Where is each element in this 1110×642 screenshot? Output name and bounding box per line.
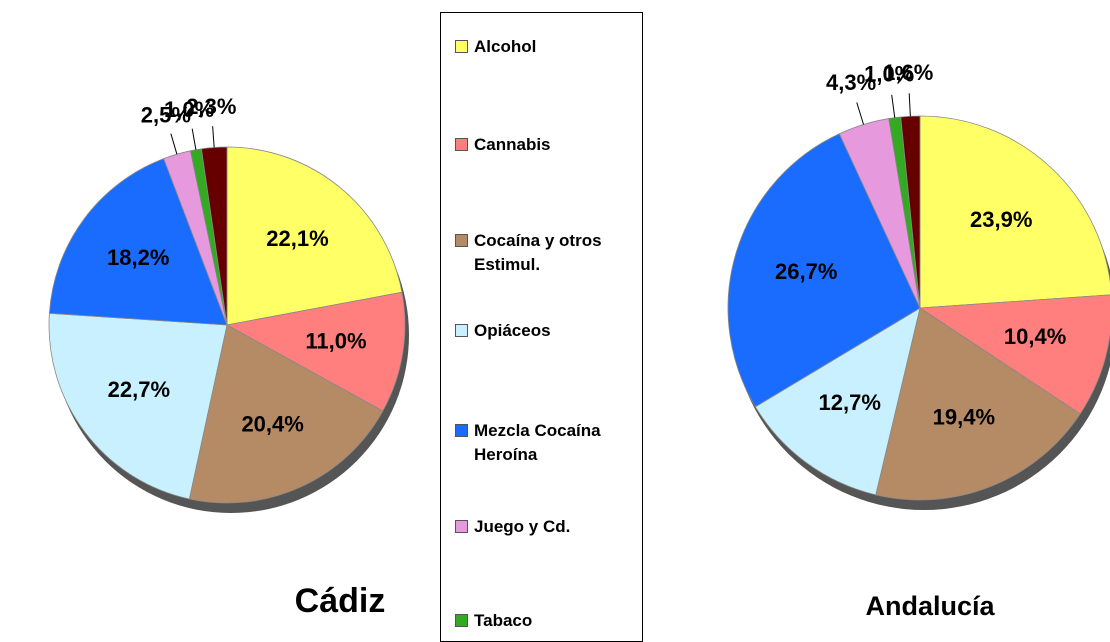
legend-swatch <box>455 138 468 151</box>
pie-slice <box>875 307 1081 501</box>
data-label: 12,7% <box>819 390 881 415</box>
pie-slice <box>727 133 921 408</box>
legend-entry: Juego y Cd. <box>455 515 640 539</box>
legend-entry: Cocaína y otros Estimul. <box>455 229 640 277</box>
chart-title: Cádiz <box>295 582 386 620</box>
chart-title: Andalucía <box>865 591 995 621</box>
pie-slice <box>48 158 228 326</box>
data-label: 23,9% <box>970 207 1032 232</box>
data-label: 22,7% <box>108 377 170 402</box>
pie-slice <box>754 307 921 496</box>
legend-label: Juego y Cd. <box>474 517 571 536</box>
legend-label: Cannabis <box>474 135 551 154</box>
legend-swatch <box>455 614 468 627</box>
leader-line <box>891 94 896 118</box>
pie-slice <box>226 146 403 326</box>
legend-entry: Cannabis <box>455 133 640 157</box>
leader-line <box>908 93 911 117</box>
data-label: 1,6% <box>883 60 933 85</box>
leader-line <box>856 102 865 125</box>
legend: Alcohol Cannabis Cocaína y otros Estimul. O… <box>440 12 643 642</box>
pie-slice <box>225 291 406 412</box>
data-label: 20,4% <box>241 411 303 436</box>
leader-line <box>191 128 197 150</box>
legend-swatch <box>455 520 468 533</box>
legend-entry: Tabaco <box>455 609 640 633</box>
legend-label: Opiáceos <box>474 321 551 340</box>
data-label: 2,3% <box>186 94 236 119</box>
legend-swatch <box>455 424 468 437</box>
leader-line <box>170 133 178 155</box>
legend-entry: Alcohol <box>455 35 640 59</box>
legend-swatch <box>455 40 468 53</box>
data-label: 4,3% <box>826 70 876 95</box>
leader-line <box>212 126 215 148</box>
legend-swatch <box>455 324 468 337</box>
data-label: 1,0% <box>164 97 214 122</box>
data-label: 19,4% <box>933 404 995 429</box>
data-label: 2,5% <box>141 102 191 127</box>
data-label: 26,7% <box>775 259 837 284</box>
legend-label: Cocaína y otros Estimul. <box>474 231 602 274</box>
legend-entry: Opiáceos <box>455 319 640 343</box>
legend-label: Tabaco <box>474 611 533 630</box>
data-label: 18,2% <box>107 245 169 270</box>
pie-slice <box>918 294 1110 415</box>
legend-swatch <box>455 234 468 247</box>
pie-slice <box>48 312 228 500</box>
pie-slice <box>919 115 1110 309</box>
legend-label: Mezcla Cocaína Heroína <box>474 421 601 464</box>
pie-slice <box>188 324 384 504</box>
data-label: 22,1% <box>266 226 328 251</box>
data-label: 1,0% <box>864 62 914 87</box>
data-label: 10,4% <box>1004 324 1066 349</box>
legend-label: Alcohol <box>474 37 537 56</box>
data-label: 11,0% <box>305 328 366 353</box>
legend-entry: Mezcla Cocaína Heroína <box>455 419 640 467</box>
